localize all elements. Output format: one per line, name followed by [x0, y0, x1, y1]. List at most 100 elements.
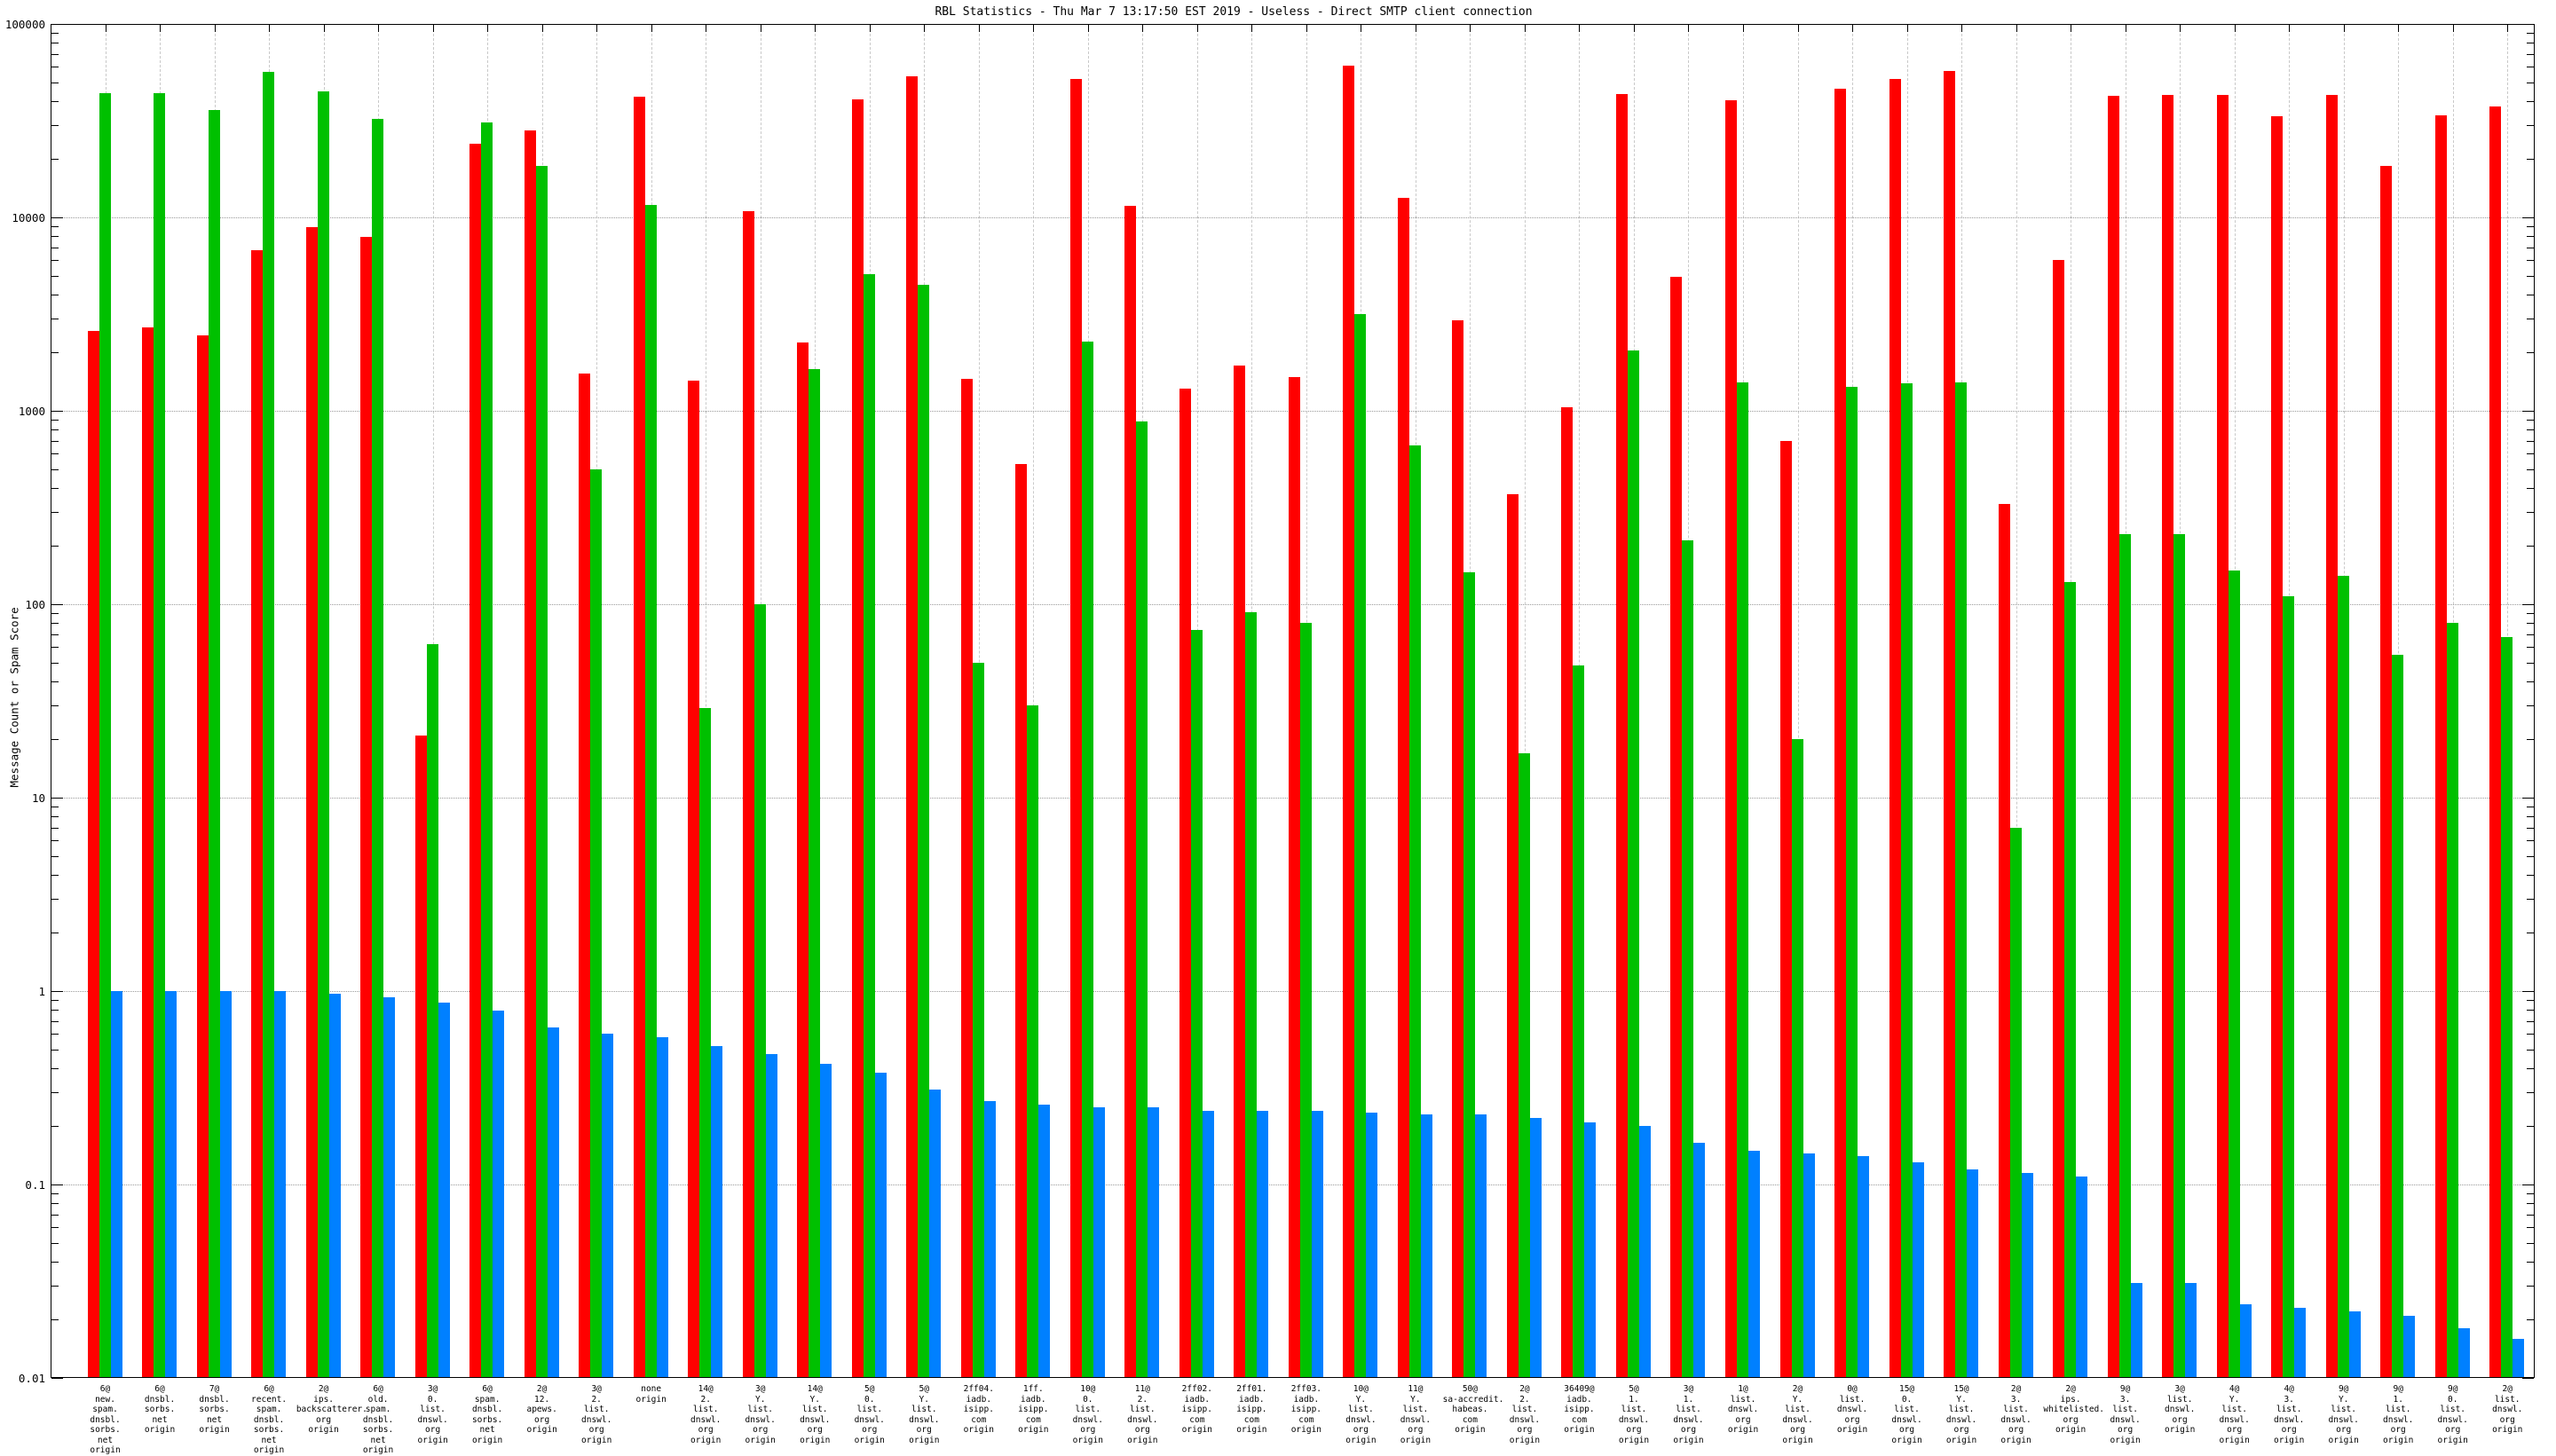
y-tick-major-right: [2522, 798, 2534, 799]
y-tick-label: 100000: [4, 18, 45, 31]
x-category-label-line: 15@: [1898, 1384, 1915, 1394]
x-category-label-line: dnsbl.: [362, 1414, 394, 1425]
y-tick-minor-left: [51, 236, 59, 238]
x-category-label-line: dnswl.: [1072, 1414, 1103, 1425]
x-category-label-line: list.: [2221, 1405, 2247, 1414]
bar-score-2: [219, 991, 232, 1377]
x-category-label-line: spam.: [256, 1405, 282, 1414]
x-tick-top: [1251, 25, 1253, 32]
bar-not-spam-6: [414, 735, 427, 1377]
bar-not-spam-35: [1998, 503, 2010, 1377]
x-category-label-line: com: [1571, 1414, 1588, 1425]
x-category-label-line: origin: [2328, 1435, 2359, 1445]
bar-not-spam-42: [2380, 165, 2393, 1377]
bar-score-33: [1912, 1162, 1924, 1377]
x-category-label-line: org: [753, 1425, 769, 1435]
bar-not-spam-31: [1779, 440, 1792, 1377]
y-tick-minor-right: [2527, 1192, 2534, 1194]
x-category-label-line: origin: [1509, 1435, 1541, 1445]
x-category-label: 15@ Y. list. dnswl. org origin: [1934, 1384, 1989, 1445]
x-category-label-line: org: [916, 1425, 932, 1435]
bar-score-36: [2076, 1176, 2088, 1377]
bar-score-23: [1366, 1113, 1378, 1377]
x-category-label-line: net: [479, 1425, 495, 1435]
x-tick-top: [1087, 25, 1089, 32]
x-category-label: 5@ 0. list. dnswl. org origin: [842, 1384, 897, 1445]
x-category-label-line: 4@: [2229, 1384, 2240, 1394]
x-category-label-line: old.: [367, 1394, 389, 1405]
bar-spam-4: [317, 91, 329, 1377]
x-category-label-line: list.: [692, 1405, 719, 1414]
x-category-label-line: ips.: [313, 1394, 335, 1405]
x-category-label-line: org: [1844, 1414, 1860, 1425]
x-category-label-line: 12.: [534, 1394, 550, 1405]
bar-score-34: [1967, 1169, 1979, 1377]
bar-not-spam-14: [851, 98, 864, 1377]
x-category-label: 1@ list. dnswl. org origin: [1716, 1384, 1771, 1436]
x-category-label-line: dnswl.: [800, 1414, 831, 1425]
x-category-label-line: origin: [1836, 1425, 1868, 1435]
bar-score-0: [110, 991, 122, 1377]
y-tick-minor-left: [51, 32, 59, 34]
x-category-label-line: list.: [1730, 1394, 1756, 1405]
bar-not-spam-20: [1179, 389, 1191, 1377]
x-category-label-line: Y.: [2338, 1394, 2349, 1405]
y-tick-minor-right: [2527, 440, 2534, 442]
x-tick-top: [1797, 25, 1799, 32]
x-category-label-line: apews.: [526, 1405, 557, 1414]
x-category-label-line: 1@: [1738, 1384, 1748, 1394]
x-tick-top: [269, 25, 271, 32]
y-tick-major-left: [51, 1184, 63, 1185]
bar-spam-5: [372, 118, 384, 1377]
y-tick-label: 10: [31, 791, 45, 805]
bar-spam-44: [2501, 636, 2513, 1377]
x-tick-top: [924, 25, 926, 32]
x-tick-top: [1688, 25, 1690, 32]
x-category-label: 5@ Y. list. dnswl. org origin: [897, 1384, 952, 1445]
x-category-label-line: list.: [2385, 1405, 2411, 1414]
x-category-label-line: net: [261, 1435, 277, 1445]
x-category-label-line: 2.: [591, 1394, 602, 1405]
x-category-label-line: 14@: [698, 1384, 714, 1394]
y-tick-major-left: [51, 217, 63, 218]
x-category-label-line: 0.: [1901, 1394, 1913, 1405]
y-tick-minor-right: [2527, 612, 2534, 614]
y-tick-minor-left: [51, 840, 59, 842]
bar-spam-12: [753, 604, 766, 1377]
x-category-label-line: isipp.: [1564, 1405, 1595, 1414]
x-category-label-line: dnswl.: [2492, 1405, 2523, 1414]
y-tick-minor-left: [51, 827, 59, 829]
x-category-label-line: list.: [2276, 1405, 2302, 1414]
bar-score-42: [2403, 1315, 2416, 1377]
x-category-label: none origin: [624, 1384, 679, 1405]
x-category-label-line: dnswl.: [1345, 1414, 1377, 1425]
bar-spam-23: [1354, 313, 1367, 1377]
bar-spam-43: [2446, 623, 2458, 1377]
y-tick-minor-left: [51, 1010, 59, 1011]
bar-not-spam-38: [2162, 94, 2174, 1377]
x-category-label-line: org: [1735, 1414, 1751, 1425]
bar-score-22: [1311, 1111, 1323, 1377]
x-category-label-line: org: [425, 1425, 441, 1435]
x-category-label-line: net: [152, 1414, 168, 1425]
y-tick-minor-left: [51, 623, 59, 625]
x-tick-top: [541, 25, 543, 32]
x-category-label-line: dnswl.: [1836, 1405, 1868, 1414]
x-category-label: 3@ 1. list. dnswl. org origin: [1661, 1384, 1716, 1445]
bar-spam-0: [99, 92, 111, 1377]
x-category-label-line: origin: [2492, 1425, 2523, 1435]
x-category-label-line: none: [641, 1384, 662, 1394]
bar-spam-25: [1463, 572, 1476, 1377]
bar-not-spam-39: [2216, 94, 2229, 1377]
y-tick-minor-left: [51, 874, 59, 876]
y-tick-minor-left: [51, 634, 59, 635]
x-category-label-line: 6@: [264, 1384, 274, 1394]
x-tick-top: [2016, 25, 2017, 32]
bar-score-6: [438, 1003, 450, 1377]
x-category-label-line: org: [1626, 1425, 1642, 1435]
x-category-label-line: list.: [801, 1405, 828, 1414]
y-tick-minor-left: [51, 1091, 59, 1093]
bar-score-1: [165, 991, 178, 1377]
y-tick-minor-left: [51, 225, 59, 227]
